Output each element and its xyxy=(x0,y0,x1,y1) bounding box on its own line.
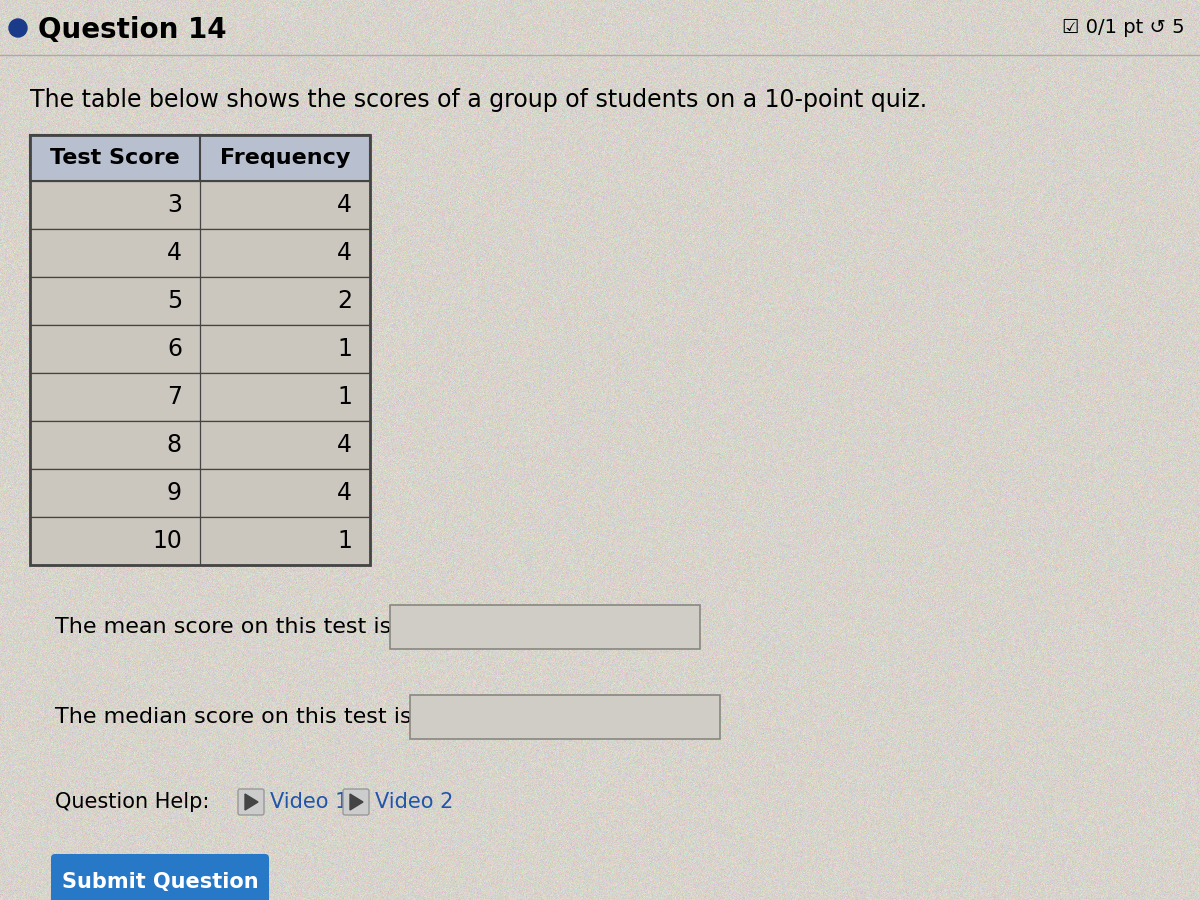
Text: Question Help:: Question Help: xyxy=(55,792,209,812)
Text: 4: 4 xyxy=(167,241,182,265)
FancyBboxPatch shape xyxy=(30,373,370,421)
FancyBboxPatch shape xyxy=(30,325,370,373)
Text: 5: 5 xyxy=(167,289,182,313)
FancyBboxPatch shape xyxy=(50,854,269,900)
Polygon shape xyxy=(350,794,364,810)
Text: 4: 4 xyxy=(337,433,352,457)
Text: 4: 4 xyxy=(337,193,352,217)
Circle shape xyxy=(10,19,28,37)
Polygon shape xyxy=(245,794,258,810)
Text: Test Score: Test Score xyxy=(50,148,180,168)
Text: 8: 8 xyxy=(167,433,182,457)
Text: 1: 1 xyxy=(337,385,352,409)
FancyBboxPatch shape xyxy=(238,789,264,815)
Text: 3: 3 xyxy=(167,193,182,217)
FancyBboxPatch shape xyxy=(390,605,700,649)
FancyBboxPatch shape xyxy=(30,421,370,469)
FancyBboxPatch shape xyxy=(30,277,370,325)
FancyBboxPatch shape xyxy=(30,135,370,181)
Text: 1: 1 xyxy=(337,337,352,361)
Text: Question 14: Question 14 xyxy=(38,16,227,44)
Text: The table below shows the scores of a group of students on a 10-point quiz.: The table below shows the scores of a gr… xyxy=(30,88,928,112)
Text: The mean score on this test is:: The mean score on this test is: xyxy=(55,617,398,637)
Text: 7: 7 xyxy=(167,385,182,409)
Text: Submit Question: Submit Question xyxy=(61,872,258,892)
Text: Video 2: Video 2 xyxy=(374,792,454,812)
FancyBboxPatch shape xyxy=(30,181,370,229)
Text: The median score on this test is:: The median score on this test is: xyxy=(55,707,419,727)
Text: 6: 6 xyxy=(167,337,182,361)
Text: 4: 4 xyxy=(337,241,352,265)
FancyBboxPatch shape xyxy=(30,517,370,565)
Text: ☑ 0/1 pt ↺ 5: ☑ 0/1 pt ↺ 5 xyxy=(1062,18,1186,37)
FancyBboxPatch shape xyxy=(410,695,720,739)
Text: 2: 2 xyxy=(337,289,352,313)
Text: 9: 9 xyxy=(167,481,182,505)
FancyBboxPatch shape xyxy=(30,229,370,277)
Text: Video 1: Video 1 xyxy=(270,792,348,812)
FancyBboxPatch shape xyxy=(30,469,370,517)
Text: Frequency: Frequency xyxy=(220,148,350,168)
Text: 1: 1 xyxy=(337,529,352,553)
Text: 10: 10 xyxy=(152,529,182,553)
Text: 4: 4 xyxy=(337,481,352,505)
FancyBboxPatch shape xyxy=(343,789,370,815)
